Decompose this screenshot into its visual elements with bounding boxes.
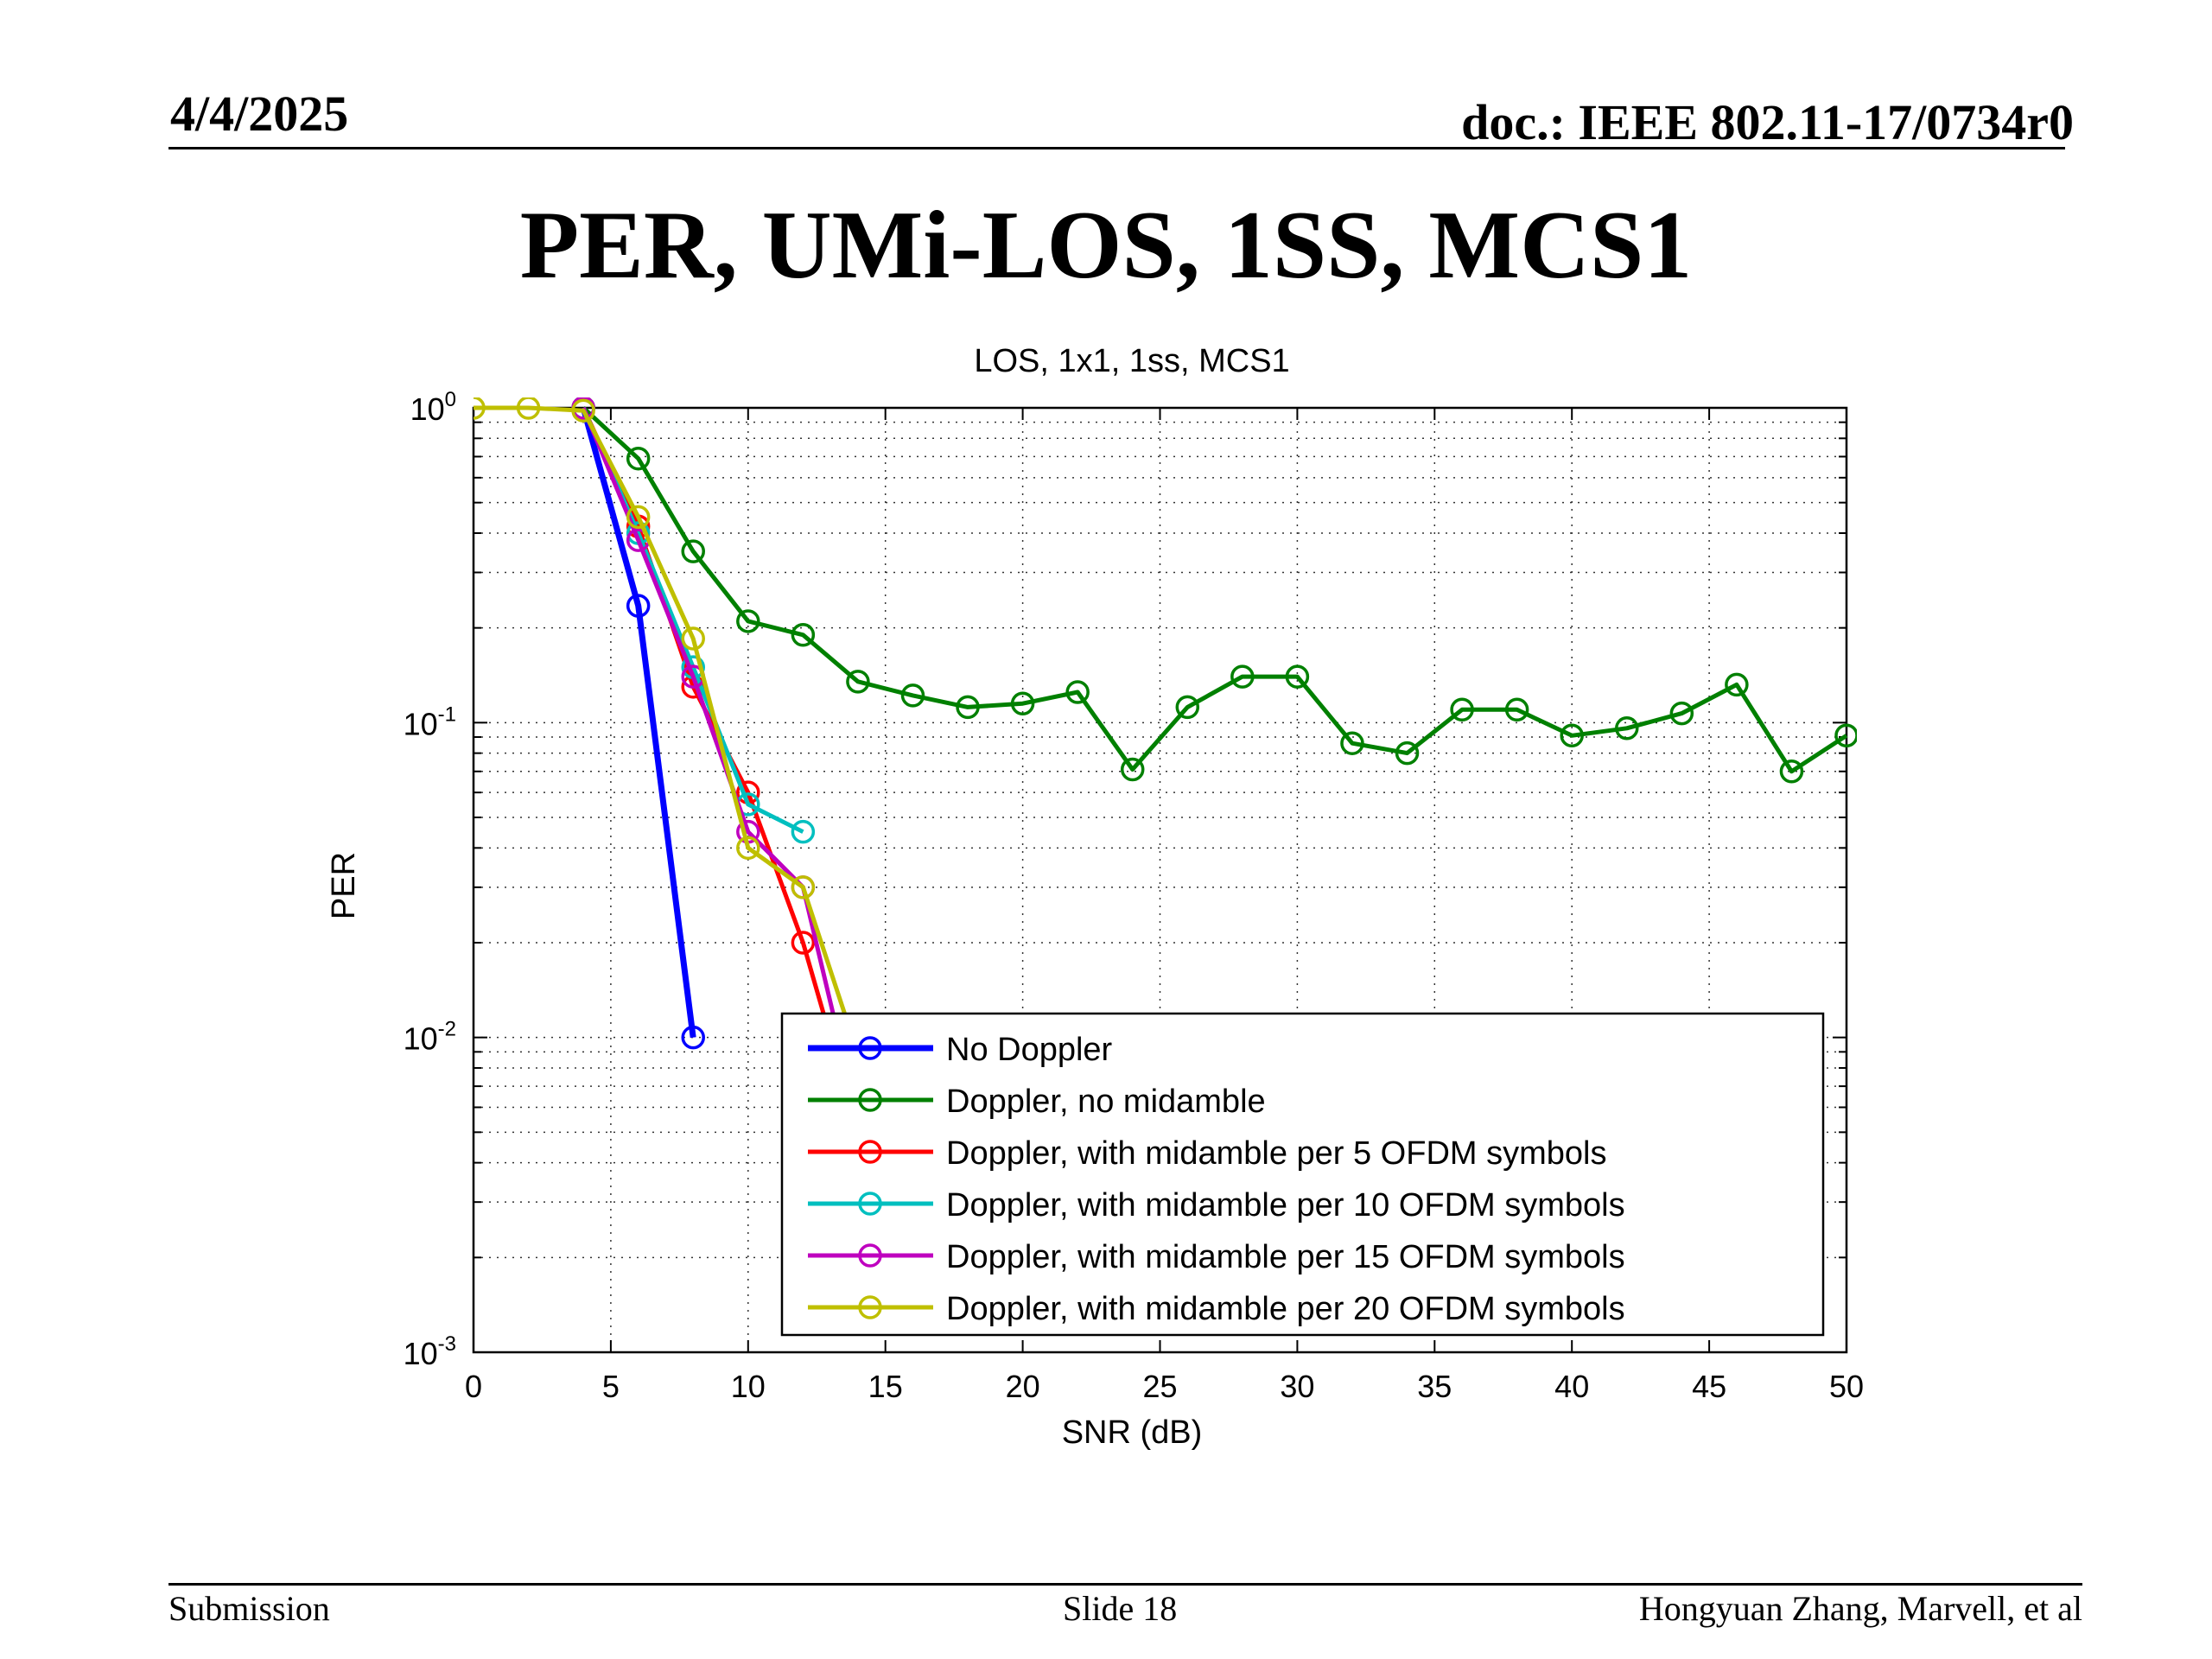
- y-tick-label-3: 10-3: [404, 1332, 456, 1371]
- x-tick-label-10: 50: [1829, 1369, 1864, 1404]
- legend-marker-0: [858, 1036, 882, 1060]
- footer-submission: Submission: [168, 1589, 330, 1628]
- series-0-point-2: [681, 1025, 705, 1050]
- legend-label-4: Doppler, with midamble per 15 OFDM symbo…: [946, 1239, 1625, 1275]
- footer-slide-number: Slide 18: [1063, 1589, 1178, 1628]
- legend-marker-5: [858, 1295, 882, 1319]
- x-tick-label-1: 5: [602, 1369, 620, 1404]
- series-1-point-17: [1504, 697, 1529, 722]
- series-1-point-10: [1120, 757, 1145, 782]
- series-1-point-8: [1010, 691, 1035, 715]
- x-tick-label-8: 40: [1554, 1369, 1589, 1404]
- series-1-point-3: [736, 609, 760, 633]
- x-tick-label-0: 0: [465, 1369, 482, 1404]
- series-5-point-3: [626, 505, 651, 530]
- legend: No Doppler Doppler, no midamble Doppler, w…: [780, 1012, 1825, 1337]
- legend-box: [780, 1012, 1825, 1337]
- series-1-point-5: [846, 670, 870, 694]
- x-axis-label: SNR (dB): [1062, 1414, 1203, 1451]
- axis-ticks: 0 5 10 15 20 25 30 35 40 45 50 100 10-1 10-2 10-3: [404, 388, 1864, 1404]
- series-1-point-2: [681, 539, 705, 563]
- legend-label-1: Doppler, no midamble: [946, 1084, 1266, 1120]
- series-1-point-12: [1230, 664, 1255, 689]
- header-divider: [168, 147, 2065, 149]
- series-1-point-23: [1834, 723, 1857, 748]
- series-line-1: [582, 406, 1848, 774]
- series-1-point-21: [1725, 672, 1749, 697]
- legend-marker-3: [858, 1192, 882, 1216]
- series-1: [571, 397, 1857, 784]
- x-tick-label-7: 35: [1417, 1369, 1452, 1404]
- series-5-point-1: [516, 397, 541, 420]
- y-tick-label-2: 10-2: [404, 1018, 456, 1057]
- series-1-point-6: [900, 683, 925, 708]
- series-1-point-1: [626, 446, 651, 471]
- series-1-point-20: [1669, 701, 1694, 726]
- series-5-point-2: [571, 398, 595, 423]
- x-tick-label-4: 20: [1006, 1369, 1040, 1404]
- legend-marker-2: [858, 1140, 882, 1164]
- series-1-point-16: [1450, 697, 1474, 722]
- footer-authors: Hongyuan Zhang, Marvell, et al: [1638, 1589, 2082, 1628]
- y-tick-label-0: 100: [410, 388, 456, 427]
- series-5-point-6: [791, 875, 816, 899]
- x-tick-label-9: 45: [1692, 1369, 1726, 1404]
- chart-title: LOS, 1x1, 1ss, MCS1: [974, 343, 1289, 379]
- legend-label-0: No Doppler: [946, 1032, 1113, 1068]
- series-1-point-4: [791, 623, 816, 647]
- series-2-point-4: [791, 931, 816, 955]
- series-3-point-4: [791, 819, 816, 844]
- series-1-point-13: [1285, 664, 1310, 689]
- x-tick-label-2: 10: [731, 1369, 766, 1404]
- x-tick-label-5: 25: [1142, 1369, 1177, 1404]
- y-axis-label: PER: [326, 852, 362, 919]
- x-tick-label-3: 15: [868, 1369, 903, 1404]
- header-doc-id: doc.: IEEE 802.11-17/0734r0: [1461, 94, 2074, 150]
- x-tick-label-6: 30: [1280, 1369, 1314, 1404]
- legend-label-2: Doppler, with midamble per 5 OFDM symbol…: [946, 1135, 1606, 1172]
- y-tick-label-1: 10-1: [404, 702, 456, 741]
- series-1-point-7: [956, 695, 980, 720]
- series-0-point-1: [626, 594, 651, 618]
- legend-marker-1: [858, 1088, 882, 1112]
- series-5: [474, 397, 865, 1050]
- series-1-point-18: [1560, 723, 1584, 748]
- legend-label-5: Doppler, with midamble per 20 OFDM symbo…: [946, 1291, 1625, 1327]
- series-1-point-14: [1340, 731, 1364, 755]
- legend-label-3: Doppler, with midamble per 10 OFDM symbo…: [946, 1187, 1625, 1224]
- legend-marker-4: [858, 1243, 882, 1268]
- series-line-0: [580, 407, 696, 1039]
- series-5-point-5: [736, 836, 760, 861]
- footer-divider: [168, 1583, 2082, 1586]
- header-date: 4/4/2025: [170, 86, 349, 142]
- series-1-point-11: [1175, 695, 1200, 720]
- series-5-point-0: [474, 397, 486, 420]
- slide-title: PER, UMi-LOS, 1SS, MCS1: [519, 192, 1693, 299]
- series-1-point-15: [1395, 741, 1420, 766]
- series-1-point-22: [1779, 760, 1804, 784]
- series-5-point-4: [681, 626, 705, 651]
- series-1-point-19: [1615, 716, 1639, 741]
- series-1-point-9: [1065, 680, 1090, 704]
